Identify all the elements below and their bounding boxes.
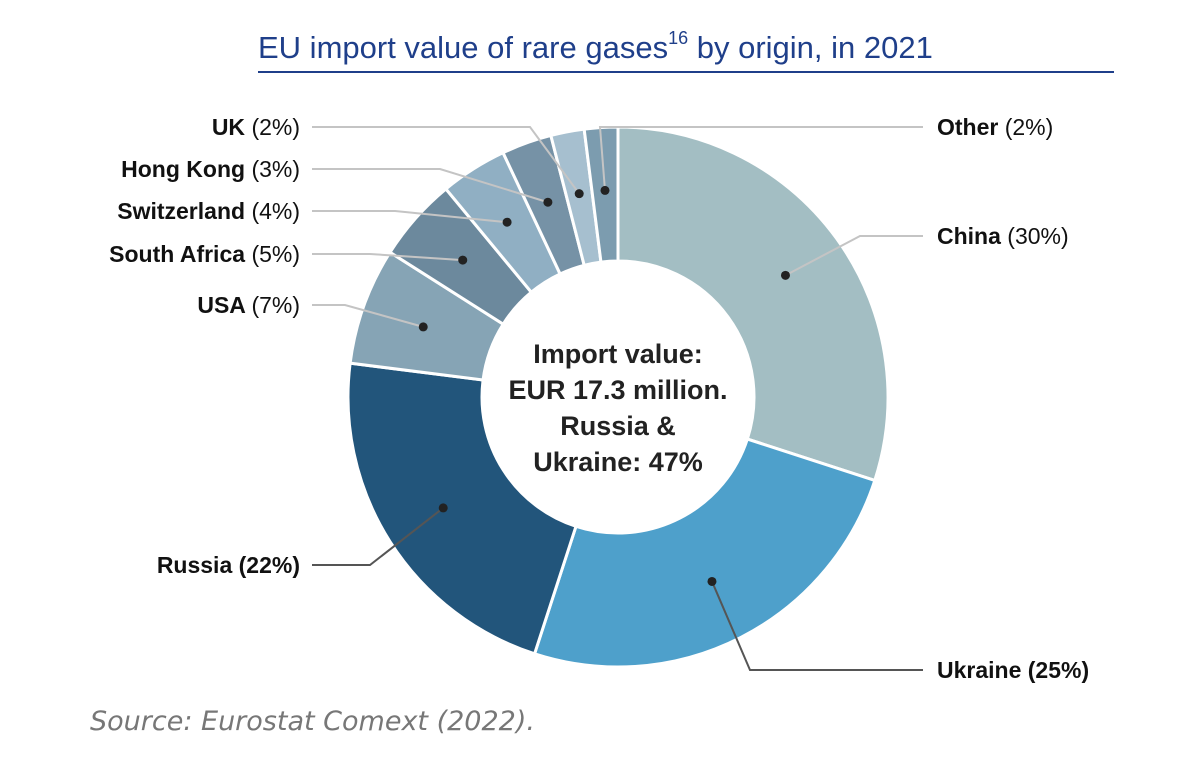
slice-label-switzerland: Switzerland (4%) (117, 198, 300, 224)
leader-dot-ukraine (707, 576, 717, 586)
leader-line-other (598, 126, 923, 191)
slice-label-value: (30%) (1007, 223, 1068, 249)
slice-label-value: (5%) (251, 241, 300, 267)
slice-label-name: Russia (157, 552, 239, 578)
slice-label-value: (4%) (251, 198, 300, 224)
slice-label-value: (3%) (251, 156, 300, 182)
slice-label-value: (2%) (1005, 114, 1054, 140)
center-label-line: Russia & (560, 411, 676, 441)
center-label-line: Import value: (533, 339, 703, 369)
slice-label-name: USA (197, 292, 251, 318)
leader-line-south-africa (312, 253, 463, 262)
leader-line-uk (312, 126, 581, 195)
leader-line-usa (312, 304, 424, 328)
slice-label-value: (22%) (239, 552, 300, 578)
slice-label-ukraine: Ukraine (25%) (937, 657, 1089, 683)
chart-title-tail: by origin, in 2021 (688, 30, 933, 65)
source-note: Source: Eurostat Comext (2022). (90, 706, 535, 737)
chart-title: EU import value of rare gases16 by origi… (258, 28, 933, 66)
slice-label-value: (25%) (1028, 657, 1089, 683)
leader-dot-china (780, 270, 790, 280)
slice-label-uk: UK (2%) (212, 114, 300, 140)
slice-label-name: Switzerland (117, 198, 251, 224)
slice-other (582, 125, 620, 264)
leader-line-china (784, 235, 923, 277)
leader-lines (312, 126, 923, 671)
slice-label-name: Ukraine (937, 657, 1028, 683)
slice-label-china: China (30%) (937, 223, 1069, 249)
chart-title-text: EU import value of rare gases (258, 30, 669, 65)
leader-dot-uk (574, 189, 584, 199)
slice-label-south-africa: South Africa (5%) (109, 241, 300, 267)
donut-chart: China (30%) Ukraine (25%) Russia (22%) USA … (109, 114, 1089, 683)
slice-label-name: South Africa (109, 241, 251, 267)
center-label-line: EUR 17.3 million. (508, 375, 727, 405)
center-label-line: Ukraine: 47% (533, 447, 703, 477)
leader-dot-russia (438, 503, 448, 513)
slice-label-name: UK (212, 114, 252, 140)
leader-dot-south-africa (458, 255, 468, 265)
slice-label-name: China (937, 223, 1007, 249)
title-footnote-marker: 16 (668, 28, 689, 48)
slice-label-value: (2%) (251, 114, 300, 140)
slice-label-other: Other (2%) (937, 114, 1053, 140)
center-label: Import value: EUR 17.3 million. Russia & Uk… (508, 339, 727, 477)
slice-label-russia: Russia (22%) (157, 552, 300, 578)
slice-label-usa: USA (7%) (197, 292, 300, 318)
slice-russia (346, 361, 578, 656)
slice-label-name: Hong Kong (121, 156, 251, 182)
leader-dot-hong-kong (543, 197, 553, 207)
slice-ukraine (532, 437, 877, 669)
leader-line-russia (312, 507, 444, 566)
title-rule (258, 71, 1114, 73)
slice-china (616, 125, 890, 483)
slice-label-name: Other (937, 114, 1005, 140)
leader-line-hong-kong (312, 168, 549, 204)
leader-line-switzerland (312, 210, 508, 224)
leader-dot-switzerland (502, 217, 512, 227)
leader-line-ukraine (711, 581, 923, 671)
slice-label-hong-kong: Hong Kong (3%) (121, 156, 300, 182)
leader-dot-other (600, 185, 610, 195)
slice-labels: China (30%) Ukraine (25%) Russia (22%) USA … (109, 114, 1089, 683)
leader-dot-usa (418, 322, 428, 332)
slice-label-value: (7%) (251, 292, 300, 318)
